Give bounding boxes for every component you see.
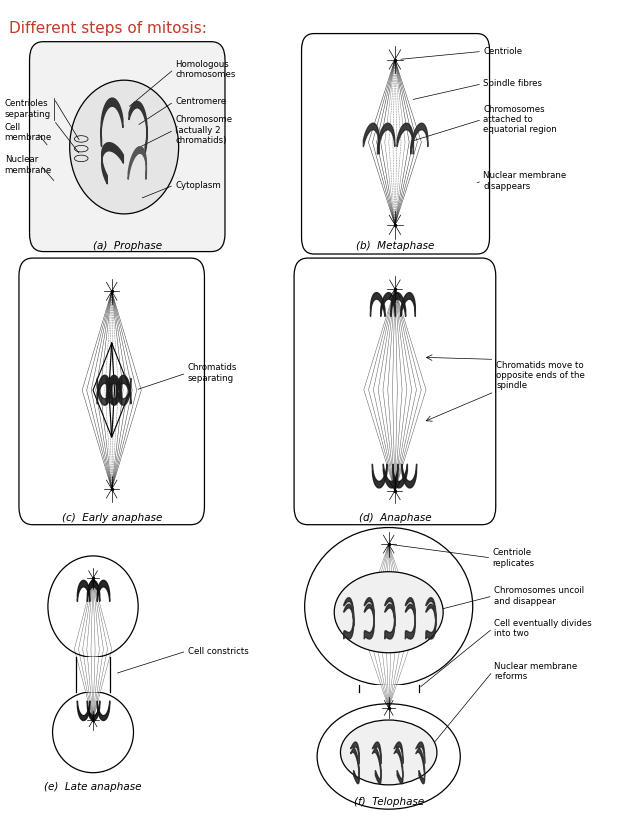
Bar: [75, 657, 111, 692]
Ellipse shape: [53, 692, 134, 773]
Ellipse shape: [70, 80, 178, 214]
Ellipse shape: [305, 527, 473, 685]
Text: Nuclear membrane
reforms: Nuclear membrane reforms: [494, 662, 577, 681]
Text: Cell eventually divides
into two: Cell eventually divides into two: [494, 619, 592, 638]
Ellipse shape: [317, 704, 460, 809]
Text: (a)  Prophase: (a) Prophase: [93, 241, 162, 251]
Text: Cell
membrane: Cell membrane: [4, 122, 52, 142]
Bar: [359, 685, 419, 692]
Text: Centriole
replicates: Centriole replicates: [492, 548, 535, 568]
FancyBboxPatch shape: [30, 42, 225, 251]
Text: (d)  Anaphase: (d) Anaphase: [359, 513, 431, 523]
Text: Chromatids move to
opposite ends of the
spindle: Chromatids move to opposite ends of the …: [496, 361, 585, 391]
Text: (f)  Telophase: (f) Telophase: [354, 797, 424, 807]
Ellipse shape: [48, 556, 138, 657]
FancyBboxPatch shape: [301, 33, 490, 254]
Text: Cytoplasm: Cytoplasm: [175, 180, 221, 189]
Text: Homologous
chromosomes: Homologous chromosomes: [175, 60, 236, 79]
Text: Spindle fibres: Spindle fibres: [484, 79, 543, 88]
Text: (e)  Late anaphase: (e) Late anaphase: [45, 783, 142, 792]
Text: Centromere: Centromere: [175, 97, 226, 106]
Text: Cell constricts: Cell constricts: [188, 646, 249, 655]
Text: Centriole: Centriole: [484, 47, 522, 56]
Text: (b)  Metaphase: (b) Metaphase: [355, 241, 434, 251]
Ellipse shape: [340, 720, 437, 785]
Text: Nuclear membrane
disappears: Nuclear membrane disappears: [484, 171, 566, 191]
FancyBboxPatch shape: [294, 258, 495, 525]
Text: Chromatids
separating: Chromatids separating: [188, 363, 237, 383]
Text: Chromosomes
attached to
equatorial region: Chromosomes attached to equatorial regio…: [484, 104, 557, 135]
Text: Nuclear
membrane: Nuclear membrane: [4, 155, 52, 175]
FancyBboxPatch shape: [19, 258, 205, 525]
Text: Chromosome
(actually 2
chromatids): Chromosome (actually 2 chromatids): [175, 115, 232, 145]
Text: Different steps of mitosis:: Different steps of mitosis:: [9, 20, 207, 36]
Text: Chromosomes uncoil
and disappear: Chromosomes uncoil and disappear: [494, 587, 584, 605]
Text: Centrioles
separating: Centrioles separating: [4, 100, 51, 118]
Ellipse shape: [334, 572, 443, 653]
Text: (c)  Early anaphase: (c) Early anaphase: [62, 513, 162, 523]
